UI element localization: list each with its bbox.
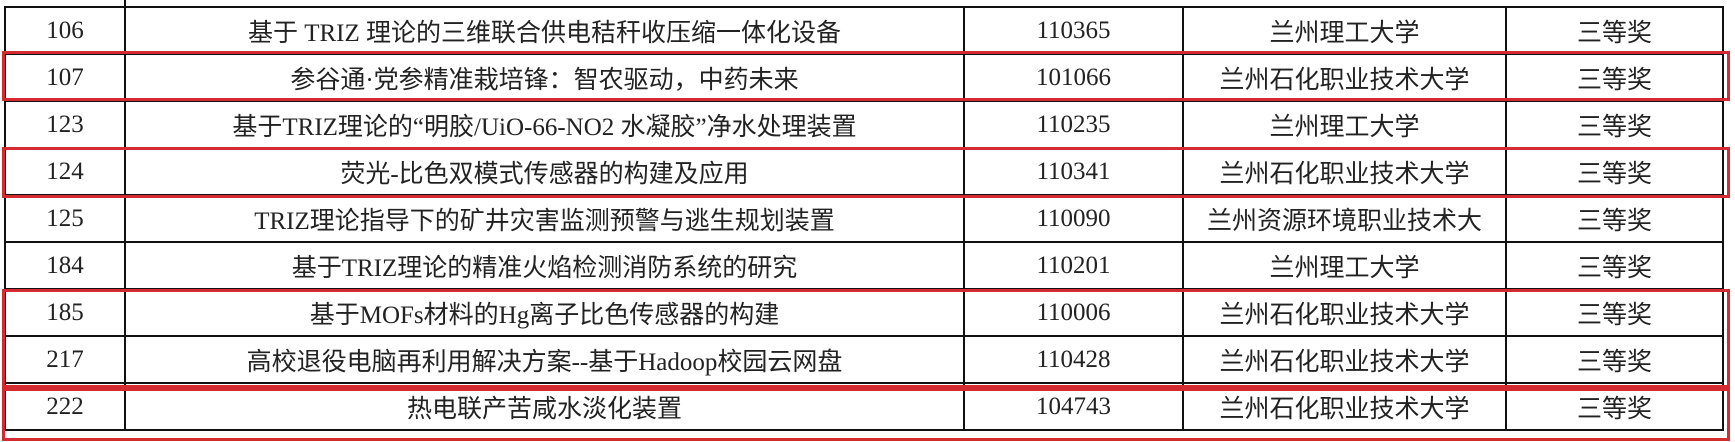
cell-school: 兰州石化职业技术大学: [1182, 147, 1507, 196]
cell-no: 123: [4, 100, 126, 149]
cell-code: 110235: [963, 100, 1184, 149]
table-row: 107 参谷通·党参精准栽培锋：智农驱动，中药未来 101066 兰州石化职业技术大学…: [4, 53, 1724, 102]
cell-code: 104743: [963, 382, 1184, 431]
cell-no: 125: [4, 194, 126, 243]
table-row: 217 高校退役电脑再利用解决方案--基于Hadoop校园云网盘 110428 兰州石…: [4, 335, 1724, 384]
award-table: 106 基于 TRIZ 理论的三维联合供电秸秆收压缩一体化设备 110365 兰州理工…: [4, 6, 1724, 431]
cell-award: 三等奖: [1505, 288, 1724, 337]
cell-award: 三等奖: [1505, 6, 1724, 55]
cell-no: 106: [4, 6, 126, 55]
cell-title: 基于 TRIZ 理论的三维联合供电秸秆收压缩一体化设备: [124, 6, 965, 55]
cell-no: 124: [4, 147, 126, 196]
cell-award: 三等奖: [1505, 147, 1724, 196]
cell-award: 三等奖: [1505, 335, 1724, 384]
cell-school: 兰州石化职业技术大学: [1182, 382, 1507, 431]
cell-code: 110341: [963, 147, 1184, 196]
cell-code: 110090: [963, 194, 1184, 243]
cell-award: 三等奖: [1505, 100, 1724, 149]
cell-code: 110201: [963, 241, 1184, 290]
cell-no: 217: [4, 335, 126, 384]
cell-school: 兰州理工大学: [1182, 241, 1507, 290]
cell-no: 185: [4, 288, 126, 337]
cell-title: 热电联产苦咸水淡化装置: [124, 382, 965, 431]
cell-code: 101066: [963, 53, 1184, 102]
cell-award: 三等奖: [1505, 53, 1724, 102]
cell-school: 兰州理工大学: [1182, 6, 1507, 55]
cell-title: 基于TRIZ理论的精准火焰检测消防系统的研究: [124, 241, 965, 290]
cell-no: 222: [4, 382, 126, 431]
cell-title: 高校退役电脑再利用解决方案--基于Hadoop校园云网盘: [124, 335, 965, 384]
cell-title: 参谷通·党参精准栽培锋：智农驱动，中药未来: [124, 53, 965, 102]
table-row: 184 基于TRIZ理论的精准火焰检测消防系统的研究 110201 兰州理工大学 三等奖: [4, 241, 1724, 290]
cell-title: 基于MOFs材料的Hg离子比色传感器的构建: [124, 288, 965, 337]
table-row: 123 基于TRIZ理论的“明胶/UiO-66-NO2 水凝胶”净水处理装置 110…: [4, 100, 1724, 149]
cell-school: 兰州资源环境职业技术大: [1182, 194, 1507, 243]
cell-school: 兰州石化职业技术大学: [1182, 335, 1507, 384]
cell-code: 110006: [963, 288, 1184, 337]
cell-code: 110428: [963, 335, 1184, 384]
cell-school: 兰州理工大学: [1182, 100, 1507, 149]
cell-code: 110365: [963, 6, 1184, 55]
table-row: 222 热电联产苦咸水淡化装置 104743 兰州石化职业技术大学 三等奖: [4, 382, 1724, 431]
cell-school: 兰州石化职业技术大学: [1182, 288, 1507, 337]
table-row: 185 基于MOFs材料的Hg离子比色传感器的构建 110006 兰州石化职业技术大学…: [4, 288, 1724, 337]
cell-award: 三等奖: [1505, 382, 1724, 431]
cell-award: 三等奖: [1505, 194, 1724, 243]
cell-no: 107: [4, 53, 126, 102]
cell-school: 兰州石化职业技术大学: [1182, 53, 1507, 102]
cell-title: TRIZ理论指导下的矿井灾害监测预警与逃生规划装置: [124, 194, 965, 243]
cell-no: 184: [4, 241, 126, 290]
cell-title: 荧光-比色双模式传感器的构建及应用: [124, 147, 965, 196]
table-row: 106 基于 TRIZ 理论的三维联合供电秸秆收压缩一体化设备 110365 兰州理工…: [4, 6, 1724, 55]
cell-award: 三等奖: [1505, 241, 1724, 290]
table-row: 125 TRIZ理论指导下的矿井灾害监测预警与逃生规划装置 110090 兰州资源环境…: [4, 194, 1724, 243]
table-row: 124 荧光-比色双模式传感器的构建及应用 110341 兰州石化职业技术大学 三等奖: [4, 147, 1724, 196]
cell-title: 基于TRIZ理论的“明胶/UiO-66-NO2 水凝胶”净水处理装置: [124, 100, 965, 149]
